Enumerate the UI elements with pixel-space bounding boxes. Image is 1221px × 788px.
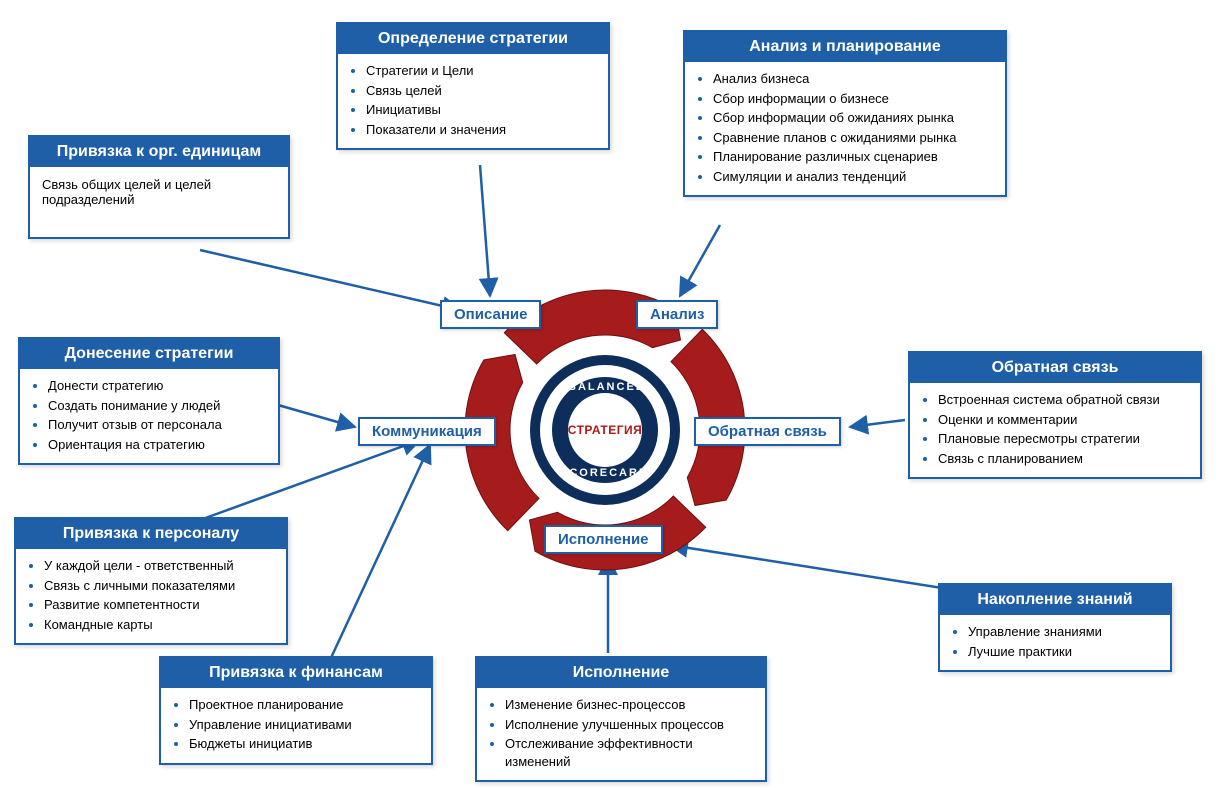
list-item: Планирование различных сценариев — [713, 148, 995, 166]
card-title: Донесение стратегии — [20, 339, 278, 369]
list-item: Бюджеты инициатив — [189, 735, 421, 753]
list-item: Управление инициативами — [189, 716, 421, 734]
hub-communication: Коммуникация — [358, 417, 496, 446]
card-title: Обратная связь — [910, 353, 1200, 383]
card-items: Стратегии и Цели Связь целейИнициативы Пок… — [338, 62, 608, 138]
card-execution_card: Исполнение Изменение бизнес-процессов Испо… — [475, 656, 767, 782]
list-item: Симуляции и анализ тенденций — [713, 168, 995, 186]
card-title: Исполнение — [477, 658, 765, 688]
hub-analysis: Анализ — [636, 300, 718, 329]
card-org_units: Привязка к орг. единицамСвязь общих целе… — [28, 135, 290, 239]
list-item: Развитие компетентности — [44, 596, 276, 614]
list-item: Отслеживание эффективности изменений — [505, 735, 755, 770]
list-item: Сбор информации об ожиданиях рынка — [713, 109, 995, 127]
card-items: Встроенная система обратной связи Оценки … — [910, 391, 1200, 467]
list-item: Стратегии и Цели — [366, 62, 598, 80]
card-title: Привязка к персоналу — [16, 519, 286, 549]
badge-bottom-word: SCORECARD — [560, 467, 649, 479]
list-item: Анализ бизнеса — [713, 70, 995, 88]
list-item: Связь целей — [366, 82, 598, 100]
card-items: У каждой цели - ответственный Связь с лич… — [16, 557, 286, 633]
list-item: Управление знаниями — [968, 623, 1160, 641]
card-title: Определение стратегии — [338, 24, 608, 54]
card-body: Связь общих целей и целей подразделений — [30, 167, 288, 237]
hub-description: Описание — [440, 300, 541, 329]
card-title: Привязка к финансам — [161, 658, 431, 688]
hub-execution: Исполнение — [544, 525, 663, 554]
list-item: Сравнение планов с ожиданиями рынка — [713, 129, 995, 147]
hub-feedback: Обратная связь — [694, 417, 841, 446]
card-personnel: Привязка к персоналу У каждой цели - отве… — [14, 517, 288, 645]
card-items: Управление знаниями Лучшие практики — [940, 623, 1170, 660]
list-item: Сбор информации о бизнесе — [713, 90, 995, 108]
card-items: Изменение бизнес-процессов Исполнение улу… — [477, 696, 765, 770]
card-finance: Привязка к финансам Проектное планировани… — [159, 656, 433, 765]
list-item: Встроенная система обратной связи — [938, 391, 1190, 409]
list-item: Связь с личными показателями — [44, 577, 276, 595]
list-item: Лучшие практики — [968, 643, 1160, 661]
card-title: Анализ и планирование — [685, 32, 1005, 62]
card-feedback_card: Обратная связь Встроенная система обратно… — [908, 351, 1202, 479]
list-item: Создать понимание у людей — [48, 397, 268, 415]
list-item: Показатели и значения — [366, 121, 598, 139]
list-item: Исполнение улучшенных процессов — [505, 716, 755, 734]
list-item: Получит отзыв от персонала — [48, 416, 268, 434]
list-item: Донести стратегию — [48, 377, 268, 395]
list-item: У каждой цели - ответственный — [44, 557, 276, 575]
list-item: Связь с планированием — [938, 450, 1190, 468]
card-analysis_plan: Анализ и планирование Анализ бизнеса Сбор … — [683, 30, 1007, 197]
list-item: Проектное планирование — [189, 696, 421, 714]
diagram-stage: Описание Анализ Коммуникация Обратная св… — [0, 0, 1221, 788]
list-item: Оценки и комментарии — [938, 411, 1190, 429]
card-title: Накопление знаний — [940, 585, 1170, 615]
balanced-scorecard-badge: СТРАТЕГИЯ BALANCED SCORECARD — [530, 355, 680, 505]
badge-core-text: СТРАТЕГИЯ — [568, 423, 643, 437]
card-items: Донести стратегию Создать понимание у люд… — [20, 377, 278, 453]
card-title: Привязка к орг. единицам — [30, 137, 288, 167]
list-item: Изменение бизнес-процессов — [505, 696, 755, 714]
card-items: Анализ бизнесаСбор информации о бизнесеС… — [685, 70, 1005, 185]
list-item: Ориентация на стратегию — [48, 436, 268, 454]
list-item: Командные карты — [44, 616, 276, 634]
badge-top-word: BALANCED — [568, 381, 646, 393]
card-knowledge: Накопление знаний Управление знаниями Лучш… — [938, 583, 1172, 672]
list-item: Инициативы — [366, 101, 598, 119]
card-strategy_def: Определение стратегии Стратегии и Цели Свя… — [336, 22, 610, 150]
list-item: Плановые пересмотры стратегии — [938, 430, 1190, 448]
card-strategy_comm: Донесение стратегии Донести стратегию Созд… — [18, 337, 280, 465]
card-items: Проектное планирование Управление инициат… — [161, 696, 431, 753]
